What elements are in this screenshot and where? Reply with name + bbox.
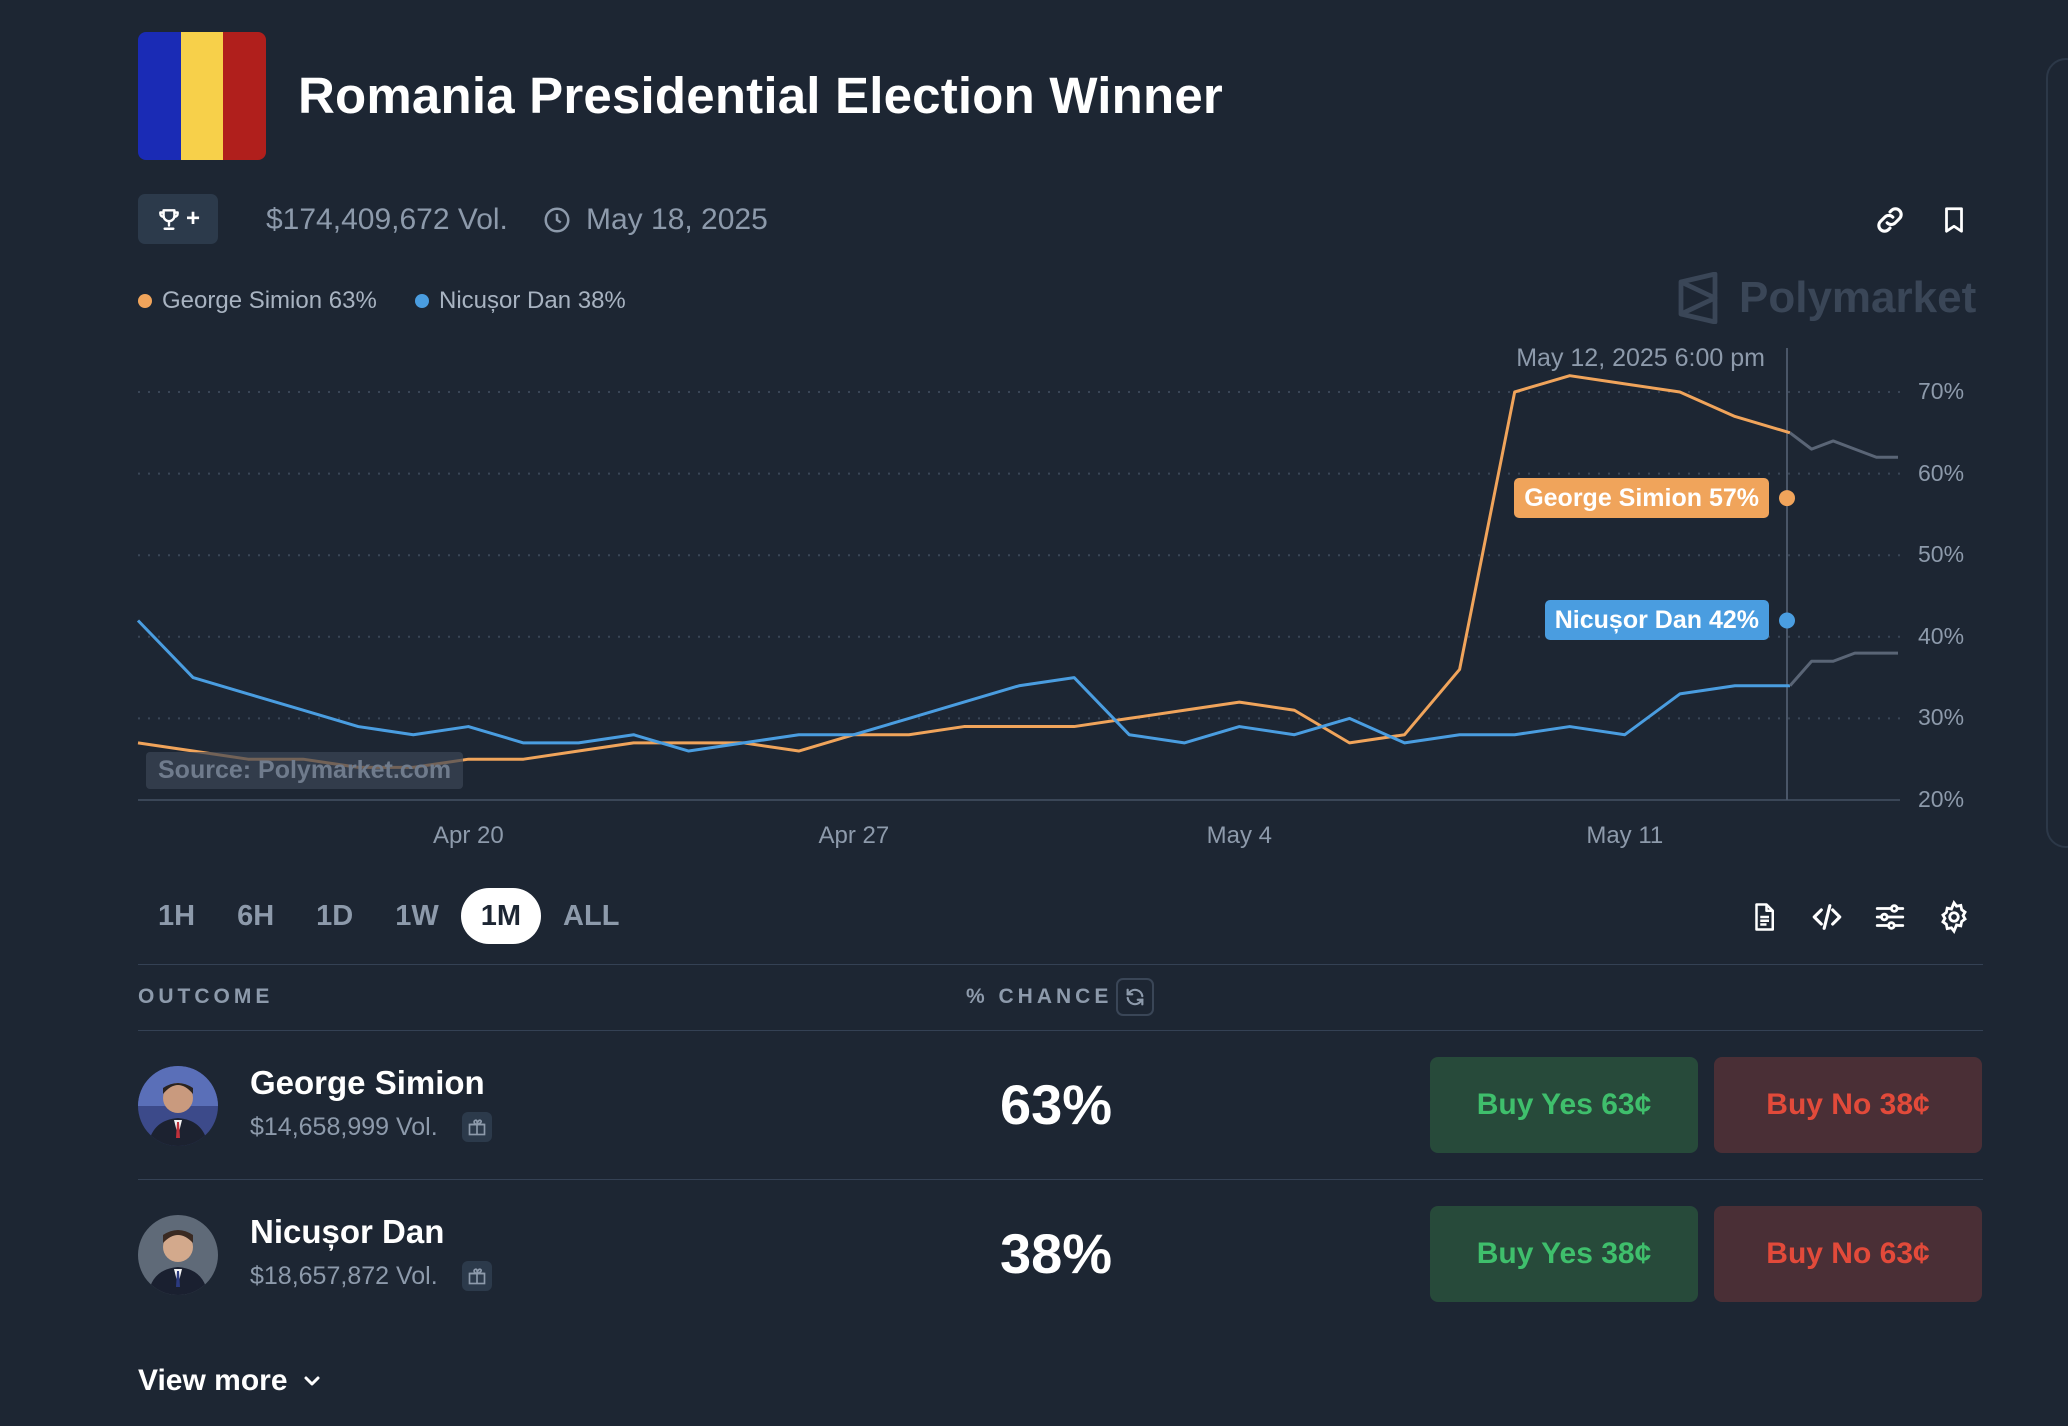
avatar xyxy=(138,1215,218,1295)
side-panel-edge xyxy=(2046,58,2068,848)
bookmark-button[interactable] xyxy=(1932,198,1976,242)
legend-label: Nicușor Dan 38% xyxy=(439,287,626,314)
y-tick-label: 60% xyxy=(1918,459,1965,486)
flag-stripe-blue xyxy=(138,32,181,160)
x-tick-label: Apr 27 xyxy=(818,822,890,849)
trophy-button[interactable]: + xyxy=(138,194,218,244)
hover-date: May 12, 2025 6:00 pm xyxy=(1516,344,1765,372)
timeframe-1d[interactable]: 1D xyxy=(316,900,354,932)
series-line xyxy=(137,374,1791,769)
legend-dot xyxy=(415,294,429,308)
divider xyxy=(138,1179,1983,1180)
outcome-chance: 38% xyxy=(1000,1222,1113,1285)
outcome-volume: $18,657,872 Vol. xyxy=(250,1261,492,1291)
y-tick-label: 70% xyxy=(1918,378,1965,404)
outcome-chance: 63% xyxy=(1000,1073,1113,1136)
document-icon xyxy=(1755,903,1774,931)
legend-item-simion: George Simion 63% xyxy=(138,287,377,315)
flag-stripe-yellow xyxy=(180,32,224,160)
x-tick-label: May 11 xyxy=(1586,822,1664,849)
buy-no-button[interactable]: Buy No 63¢ xyxy=(1714,1206,1982,1302)
embed-button[interactable] xyxy=(1805,895,1849,939)
series-projection xyxy=(1789,431,1898,459)
outcome-volume-text: $14,658,999 Vol. xyxy=(250,1112,438,1141)
source-label: Source: Polymarket.com xyxy=(146,752,464,789)
outcome-header: OUTCOME xyxy=(138,985,274,1008)
bookmark-icon xyxy=(1945,207,1963,233)
legend-label: George Simion 63% xyxy=(162,287,377,314)
x-tick-label: Apr 20 xyxy=(433,822,504,849)
tooltip-dan: Nicușor Dan 42% xyxy=(1544,600,1769,641)
market-volume: $174,409,672 Vol. xyxy=(266,203,508,236)
outcome-volume-text: $18,657,872 Vol. xyxy=(250,1261,438,1290)
filters-button[interactable] xyxy=(1868,895,1912,939)
y-tick-label: 30% xyxy=(1918,704,1965,731)
gift-button[interactable] xyxy=(461,1112,492,1142)
chance-header: % CHANCE xyxy=(966,985,1113,1008)
timeframe-selector: 1H 6H 1D 1W 1M ALL xyxy=(138,888,639,944)
gift-icon xyxy=(468,1119,486,1136)
tooltip-simion: George Simion 57% xyxy=(1514,478,1769,519)
romania-flag xyxy=(138,32,266,160)
buy-yes-button[interactable]: Buy Yes 38¢ xyxy=(1430,1206,1698,1302)
y-tick-label: 20% xyxy=(1918,786,1965,812)
divider xyxy=(138,1030,1983,1031)
settings-button[interactable] xyxy=(1932,895,1976,939)
series-projection xyxy=(1788,651,1898,687)
gift-button[interactable] xyxy=(461,1261,492,1291)
view-more-label: View more xyxy=(138,1364,288,1397)
timeframe-1h[interactable]: 1H xyxy=(158,900,196,932)
trophy-plus: + xyxy=(185,205,200,232)
outcome-volume: $14,658,999 Vol. xyxy=(250,1112,492,1142)
link-icon xyxy=(1877,207,1903,233)
market-title: Romania Presidential Election Winner xyxy=(298,67,1223,124)
outcome-name[interactable]: Nicușor Dan xyxy=(250,1213,445,1250)
refresh-button[interactable] xyxy=(1116,978,1154,1016)
hover-point xyxy=(1779,612,1795,629)
outcome-name[interactable]: George Simion xyxy=(250,1064,485,1101)
timeframe-1m[interactable]: 1M xyxy=(460,888,542,944)
chevron-down-icon xyxy=(304,1376,320,1386)
refresh-icon xyxy=(1126,988,1144,1006)
candidate-photo-icon xyxy=(138,1215,218,1295)
y-tick-label: 50% xyxy=(1918,541,1965,568)
flag-stripe-red xyxy=(223,32,266,160)
link-button[interactable] xyxy=(1868,198,1912,242)
timeframe-6h[interactable]: 6H xyxy=(237,900,275,932)
end-date: May 18, 2025 xyxy=(542,200,768,240)
view-more-button[interactable]: View more xyxy=(138,1364,324,1398)
price-chart[interactable] xyxy=(0,0,2068,880)
y-tick-label: 40% xyxy=(1918,622,1965,649)
buy-yes-button[interactable]: Buy Yes 63¢ xyxy=(1430,1057,1698,1153)
watermark-text: Polymarket xyxy=(1739,273,1977,322)
trophy-icon xyxy=(159,209,179,230)
avatar xyxy=(138,1066,218,1146)
end-date-text: May 18, 2025 xyxy=(586,203,768,236)
candidate-photo-icon xyxy=(138,1066,218,1146)
x-tick-label: May 4 xyxy=(1206,822,1273,849)
buy-no-button[interactable]: Buy No 38¢ xyxy=(1714,1057,1982,1153)
hover-point xyxy=(1779,490,1795,507)
series-line xyxy=(136,619,1790,753)
timeframe-all[interactable]: ALL xyxy=(563,900,620,932)
gear-icon xyxy=(1941,900,1967,934)
gift-icon xyxy=(468,1268,486,1285)
legend-dot xyxy=(138,294,152,308)
polymarket-watermark: Polymarket xyxy=(1675,272,1976,324)
clock-icon xyxy=(544,207,570,233)
polymarket-logo-icon xyxy=(1678,272,1718,324)
timeframe-1w[interactable]: 1W xyxy=(395,900,439,932)
legend-item-dan: Nicușor Dan 38% xyxy=(415,287,626,315)
sliders-icon xyxy=(1875,904,1905,930)
document-button[interactable] xyxy=(1742,895,1786,939)
code-icon xyxy=(1812,904,1842,930)
divider xyxy=(138,964,1983,965)
